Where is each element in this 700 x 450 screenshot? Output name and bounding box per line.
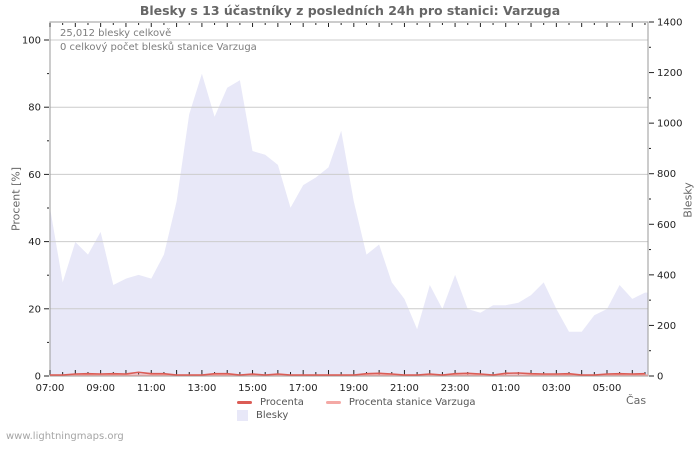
tick-label: 100	[22, 36, 41, 47]
tick-label: 11:00	[137, 383, 166, 394]
legend-line-swatch	[325, 401, 341, 404]
watermark: www.lightningmaps.org	[6, 431, 124, 442]
tick-label: 23:00	[441, 383, 470, 394]
gridlines	[50, 39, 648, 310]
legend-area-swatch	[237, 410, 248, 421]
tick-label: 60	[28, 170, 41, 181]
tick-label: 600	[657, 220, 676, 231]
tick-label: 05:00	[593, 383, 622, 394]
annotation-station-strikes: 0 celkový počet blesků stanice Varzuga	[60, 42, 257, 53]
tick-label: 01:00	[491, 383, 520, 394]
blesky-area-series	[50, 73, 648, 377]
plot-border	[49, 21, 649, 377]
tick-label: 0	[657, 372, 663, 383]
x-axis-label: Čas	[626, 394, 647, 407]
legend-label: Procenta	[260, 397, 304, 408]
legend-item: Blesky	[237, 410, 288, 421]
tick-label: 80	[28, 103, 41, 114]
y-axis-right-ticks: 0 200 400 600 800 1000 1200 1400	[649, 18, 682, 383]
tick-label: 1200	[657, 68, 682, 79]
tick-label: 15:00	[238, 383, 267, 394]
tick-label: 800	[657, 169, 676, 180]
tick-label: 200	[657, 321, 676, 332]
chart-title: Blesky s 13 účastníky z posledních 24h p…	[139, 3, 561, 18]
tick-label: 19:00	[339, 383, 368, 394]
percent-line	[50, 371, 646, 376]
legend-label: Procenta stanice Varzuga	[348, 397, 476, 408]
annotation-total-strikes: 25,012 blesky celkově	[60, 28, 172, 39]
legend-row: Blesky	[237, 409, 476, 422]
y-axis-left-ticks: 0 20 40 60 80 100	[22, 36, 49, 383]
y-axis-label-left: Procent [%]	[9, 166, 23, 232]
tick-label: 1400	[657, 18, 682, 29]
legend-line-swatch	[237, 401, 252, 404]
tick-label: 20	[28, 304, 41, 315]
tick-label: 1000	[657, 119, 682, 130]
legend-row: Procenta Procenta stanice Varzuga	[237, 396, 476, 409]
tick-label: 09:00	[86, 383, 115, 394]
tick-label: 03:00	[542, 383, 571, 394]
tick-label: 17:00	[289, 383, 318, 394]
legend-item: Procenta stanice Varzuga	[325, 397, 476, 408]
tick-label: 13:00	[187, 383, 216, 394]
tick-label: 0	[35, 372, 41, 383]
legend-label: Blesky	[256, 410, 289, 421]
tick-label: 07:00	[36, 383, 65, 394]
tick-label: 21:00	[390, 383, 419, 394]
tick-label: 40	[28, 237, 41, 248]
y-axis-label-right: Blesky	[681, 182, 695, 218]
legend: Procenta Procenta stanice Varzuga Blesky	[237, 396, 476, 422]
legend-item: Procenta	[237, 397, 304, 408]
tick-label: 400	[657, 270, 676, 281]
x-axis-ticks: 07:00 09:00 11:00 13:00 15:00 17:00 19:00 21:00…	[36, 23, 646, 394]
